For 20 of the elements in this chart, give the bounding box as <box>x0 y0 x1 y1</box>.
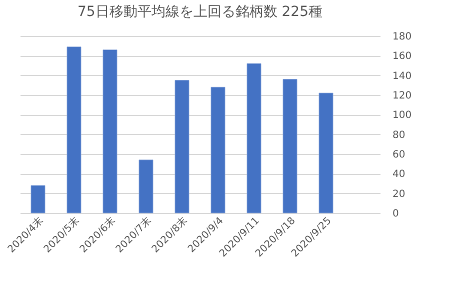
bar <box>282 79 298 214</box>
chart-title: 75日移動平均線を上回る銘柄数 225種 <box>78 4 322 20</box>
y-tick-label: 20 <box>392 188 406 200</box>
y-tick-label: 140 <box>392 70 412 82</box>
y-tick-label: 0 <box>392 208 399 220</box>
bar <box>174 80 190 214</box>
y-tick-label: 100 <box>392 110 412 122</box>
y-tick-label: 40 <box>392 169 406 180</box>
y-tick-label: 160 <box>392 51 412 62</box>
bar <box>30 185 46 214</box>
bar <box>246 63 262 214</box>
y-tick-label: 60 <box>392 150 406 160</box>
y-tick-label: 120 <box>392 90 412 102</box>
bar <box>138 160 154 214</box>
y-tick-label: 180 <box>392 32 412 42</box>
bar <box>318 92 334 214</box>
bar <box>102 50 118 214</box>
bar <box>66 46 82 214</box>
bar <box>210 86 226 214</box>
y-tick-label: 80 <box>392 130 406 141</box>
